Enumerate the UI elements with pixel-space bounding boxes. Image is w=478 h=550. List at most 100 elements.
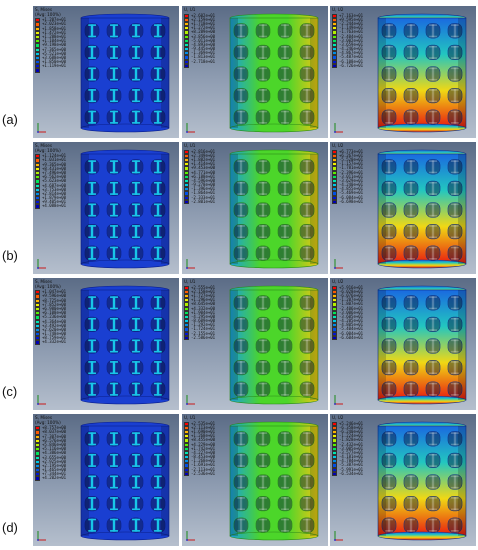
panel-graphic xyxy=(37,421,170,541)
legend-swatch xyxy=(332,47,337,52)
legend-value: +9.405e+01 xyxy=(42,199,67,205)
legend-value: -4.240e+01 xyxy=(339,182,364,188)
legend-value: +4.771e+00 xyxy=(191,169,216,175)
legend-value: +9.596e+00 xyxy=(42,293,67,299)
legend-value: +4.332e+01 xyxy=(42,339,67,345)
legend-value: +1.879e+00 xyxy=(42,195,67,201)
legend-value: -6.604e+01 xyxy=(339,334,364,340)
legend-swatch xyxy=(184,310,189,315)
fe-model xyxy=(229,285,319,405)
legend-value: -1.691e+01 xyxy=(191,462,216,468)
legend-value: +4.364e+00 xyxy=(42,318,67,324)
contour-panel: U, U2 +5.916e+01 -6.028e+01 -6.076e+01 -1.20… xyxy=(330,278,476,410)
legend-value: -4.867e+01 xyxy=(339,50,364,56)
legend-swatch xyxy=(184,187,189,192)
legend-value: -3.002e+01 xyxy=(339,37,364,43)
contour-legend: U, U2 +7.163e+01 +9.595e+01 -2.244e+01 -1.14… xyxy=(332,7,388,69)
legend-swatch xyxy=(35,327,40,333)
legend-value: +5.916e+01 xyxy=(339,284,364,290)
legend-swatch xyxy=(184,285,189,290)
legend-value: -1.157e+01 xyxy=(339,161,364,167)
legend-swatch xyxy=(184,59,189,64)
legend-value: +6.267e+01 xyxy=(339,152,364,158)
legend-value: +4.229e+00 xyxy=(191,441,216,447)
legend-swatch xyxy=(35,311,40,316)
legend-swatch xyxy=(184,446,189,451)
legend-swatch xyxy=(35,166,40,171)
legend-value: +9.595e+01 xyxy=(339,16,364,22)
legend-value: -2.113e+01 xyxy=(191,466,216,472)
legend-swatch xyxy=(184,21,189,27)
legend-value: +7.307e+00 xyxy=(42,433,67,439)
legend-value: -6.358e+01 xyxy=(339,424,364,430)
legend-swatch xyxy=(332,434,337,439)
legend-swatch xyxy=(184,157,189,163)
legend-swatch xyxy=(35,162,40,167)
legend-swatch xyxy=(332,327,337,332)
panel-graphic xyxy=(186,149,319,269)
legend-swatch xyxy=(184,191,189,196)
panel-graphic xyxy=(186,421,319,541)
legend-swatch xyxy=(35,60,40,65)
legend-value: +4.202e+01 xyxy=(42,475,67,481)
legend-value: +2.555e+01 xyxy=(191,284,216,290)
legend-value xyxy=(191,64,215,68)
legend-value: +3.856e+00 xyxy=(191,33,216,39)
legend-swatch xyxy=(35,43,40,48)
legend-variable: S, Mises xyxy=(35,143,53,148)
legend-value: +5.846e+00 xyxy=(42,441,67,447)
legend-swatch xyxy=(332,463,337,468)
legend-value: -3.006e+01 xyxy=(339,309,364,315)
legend-value: -4.246e+01 xyxy=(339,46,364,52)
legend-value: -1.828e+01 xyxy=(339,437,364,443)
legend-swatch xyxy=(184,429,189,435)
legend-swatch xyxy=(35,294,40,299)
contour-panel: S, Mises (Avg: 100%) +1.124e+01 +1.031e+01 +… xyxy=(33,142,179,274)
legend-variable: U, U2 xyxy=(332,143,344,148)
legend-swatch xyxy=(184,63,189,69)
legend-value: -1.268e+01 xyxy=(191,458,216,464)
axis-triad-icon xyxy=(186,395,195,405)
legend-swatch xyxy=(184,199,189,205)
legend-value: -1.864e+01 xyxy=(191,190,216,196)
legend-swatch xyxy=(35,298,40,303)
legend-value: -3.005e+01 xyxy=(339,445,364,451)
legend-swatch xyxy=(35,158,40,163)
legend-swatch xyxy=(35,430,40,435)
legend-swatch xyxy=(35,68,40,73)
legend-swatch xyxy=(184,421,189,426)
legend-swatch xyxy=(35,47,40,52)
legend-swatch xyxy=(35,451,40,456)
legend-swatch xyxy=(35,22,40,27)
legend-value: +2.814e+00 xyxy=(42,190,67,196)
legend-swatch xyxy=(35,336,40,341)
legend-value: -2.333e+01 xyxy=(191,194,216,200)
legend-value: +1.414e+01 xyxy=(191,161,216,167)
legend-swatch xyxy=(35,332,40,337)
legend-value: -1.396e+01 xyxy=(191,186,216,192)
contour-legend: U, U1 +2.555e+01 +2.158e+01 +1.727e+01 +1.29… xyxy=(184,279,240,341)
legend-swatch xyxy=(332,55,337,60)
legend-swatch xyxy=(332,149,337,154)
contour-legend: U, U2 +6.773e+01 +6.267e+01 -5.520e+01 -1.15… xyxy=(332,143,388,205)
legend-value xyxy=(42,68,66,72)
legend-value: +7.163e+01 xyxy=(339,12,364,18)
contour-panel: S, Mises (Avg: 100%) +1.047e+01 +9.596e+00 +… xyxy=(33,278,179,410)
legend-swatch xyxy=(35,191,40,197)
legend-swatch xyxy=(332,162,337,167)
legend-swatch xyxy=(184,314,189,320)
legend-value: +1.690e+01 xyxy=(191,428,216,434)
legend-swatch xyxy=(332,38,337,43)
legend-swatch xyxy=(184,183,189,188)
legend-value: -6.084e+01 xyxy=(339,194,364,200)
legend-swatch xyxy=(35,315,40,320)
legend-value: +1.882e+01 xyxy=(191,156,216,162)
legend-swatch xyxy=(35,472,40,477)
legend-value: -5.487e+01 xyxy=(339,54,364,60)
legend-value: +2.925e+00 xyxy=(42,458,67,464)
legend-swatch xyxy=(35,34,40,40)
legend-swatch xyxy=(35,196,40,201)
legend-value: -1.807e+01 xyxy=(339,301,364,307)
fe-model xyxy=(377,149,467,269)
legend-swatch xyxy=(332,199,337,205)
